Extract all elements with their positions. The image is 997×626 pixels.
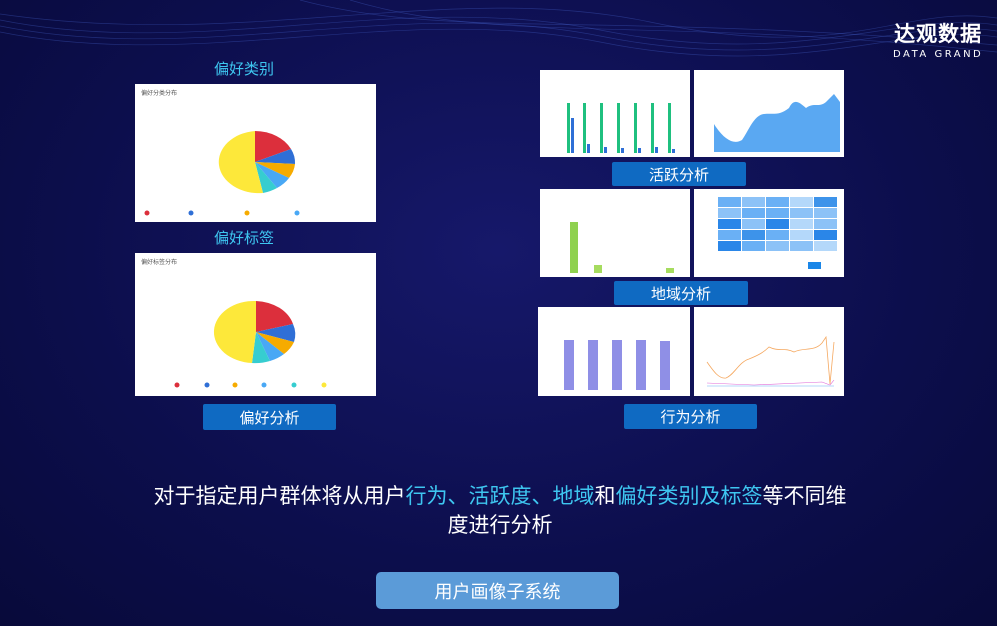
desc-highlight: 偏好类别及标签 — [615, 484, 763, 508]
pie-chart — [174, 300, 327, 388]
behavior-analysis-button[interactable]: 行为分析 — [624, 404, 757, 429]
desc-text: 等不同维度进行分析 — [447, 484, 847, 537]
pie-card-category: 偏好分类分布 — [135, 84, 376, 222]
section-pref-tag: 偏好标签 — [214, 229, 275, 247]
desc-text: 对于指定用户群体将从用户 — [153, 484, 406, 508]
region-bar-thumb — [540, 189, 690, 277]
logo-en: DATA GRAND — [893, 49, 984, 60]
description: 对于指定用户群体将从用户行为、活跃度、地域和偏好类别及标签等不同维度进行分析 — [150, 482, 850, 540]
card-title: 偏好标签分布 — [141, 259, 178, 266]
card-title: 偏好分类分布 — [141, 90, 178, 97]
logo-cn: 达观数据 — [894, 22, 983, 46]
activity-analysis-button[interactable]: 活跃分析 — [612, 162, 746, 186]
region-analysis-button[interactable]: 地域分析 — [614, 281, 748, 305]
activity-area-thumb — [694, 70, 844, 157]
region-heatmap-thumb — [694, 189, 844, 277]
desc-text: 和 — [594, 484, 616, 508]
behavior-line-thumb — [694, 307, 844, 396]
logo: 达观数据 DATA GRAND — [893, 18, 983, 60]
behavior-bar-thumb — [538, 307, 690, 396]
pie-chart — [144, 131, 300, 216]
active-users-bar-thumb — [540, 70, 690, 157]
pie-card-tag: 偏好标签分布 — [135, 253, 376, 396]
preference-analysis-button[interactable]: 偏好分析 — [203, 404, 336, 430]
desc-highlight: 行为、活跃度、地域 — [405, 484, 595, 508]
user-portrait-system-button[interactable]: 用户画像子系统 — [376, 572, 619, 609]
wave-decoration — [0, 0, 997, 57]
section-pref-category: 偏好类别 — [214, 60, 275, 78]
